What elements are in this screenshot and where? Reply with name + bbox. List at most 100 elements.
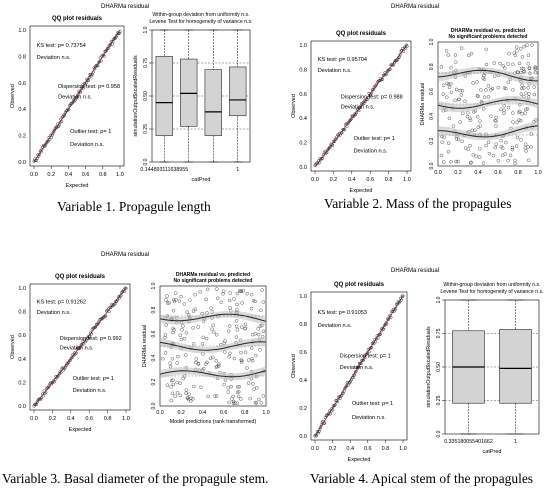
scatter-point <box>212 330 216 335</box>
qq-x-tick-label: 0.4 <box>346 446 354 452</box>
scatter-point <box>504 140 508 145</box>
scatter-title-1: DHARMa residual vs. predicted <box>451 28 525 34</box>
qq-point <box>60 115 64 119</box>
qq-point <box>50 133 54 137</box>
scatter-point <box>257 397 261 402</box>
qq-point <box>370 341 374 345</box>
scatter-point <box>478 146 482 151</box>
qq-point <box>41 394 45 398</box>
qq-point <box>385 322 389 326</box>
scatter-point <box>230 397 234 401</box>
scatter-point <box>516 70 520 75</box>
scatter-point <box>239 397 243 401</box>
scatter-point <box>533 67 537 71</box>
scatter-point <box>186 395 190 400</box>
scatter-point <box>222 382 226 387</box>
scatter-point <box>454 137 459 141</box>
scatter-point <box>493 118 497 123</box>
qq-point <box>327 146 331 150</box>
qq-y-tick-label: 0.6 <box>299 350 307 356</box>
qq-point <box>117 31 121 35</box>
scatter-point <box>530 43 534 47</box>
scatter-point <box>454 60 458 64</box>
scatter-point <box>468 116 472 120</box>
qq-point <box>400 48 404 52</box>
qq-point <box>339 394 343 398</box>
qq-point <box>375 82 379 86</box>
scatter-point <box>205 287 210 292</box>
scatter-point <box>178 381 182 385</box>
qq-point <box>398 300 402 304</box>
scatter-point <box>527 66 532 71</box>
scatter-point <box>249 306 254 311</box>
qq-point <box>37 154 41 158</box>
qq-point <box>83 338 87 342</box>
scatter-point <box>235 390 240 395</box>
qq-point <box>109 305 113 310</box>
scatter-point <box>519 138 523 142</box>
scatter-point <box>175 391 180 395</box>
scatter-point <box>524 149 528 153</box>
scatter-y-label: DHARMa residual <box>420 83 426 125</box>
box-body <box>180 58 198 127</box>
scatter-point <box>494 142 498 146</box>
scatter-point <box>527 92 531 96</box>
qq-x-tick-label: 0.0 <box>311 446 319 452</box>
qq-point <box>374 337 378 341</box>
scatter-point <box>204 297 208 302</box>
qq-point <box>108 42 113 46</box>
qq-annotation: Deviation n.s. <box>37 55 71 61</box>
scatter-point <box>261 394 266 398</box>
scatter-point <box>169 385 173 389</box>
qq-point <box>378 332 382 336</box>
box-y-tick-label: 0.0 <box>436 430 442 437</box>
box-x-tick-label: 1 <box>236 167 239 173</box>
qq-frame <box>29 283 131 411</box>
scatter-point <box>458 88 462 93</box>
qq-x-tick-label: 1.0 <box>116 172 124 178</box>
scatter-point <box>442 135 446 140</box>
scatter-point <box>253 299 257 304</box>
box-y-tick-label: 0.75 <box>436 328 442 338</box>
qq-y-tick-label: 0.8 <box>299 322 307 328</box>
scatter-point <box>468 161 473 165</box>
scatter-point <box>441 92 445 96</box>
qq-y-tick-label: 1.0 <box>299 294 307 300</box>
scatter-point <box>182 336 187 341</box>
scatter-x-tick-label: 0.2 <box>178 410 185 416</box>
qq-point <box>374 84 378 88</box>
scatter-point <box>174 298 178 302</box>
scatter-y-tick-label: 0.0 <box>151 402 157 409</box>
qq-point <box>398 52 402 56</box>
qq-x-tick-label: 0.0 <box>311 177 319 183</box>
quantile-line <box>437 69 539 82</box>
qq-point <box>354 111 358 115</box>
qq-frame <box>310 291 408 441</box>
scatter-point <box>514 144 519 148</box>
scatter-x-tick-label: 0.0 <box>156 410 163 416</box>
scatter-point <box>479 88 483 92</box>
scatter-y-tick-label: 0.6 <box>151 330 157 337</box>
qq-point <box>364 99 368 103</box>
qq-point <box>323 416 328 420</box>
qq-point <box>63 113 67 117</box>
qq-annotation: Outlier test: p= 1 <box>352 401 393 407</box>
scatter-y-tick-label: 0.6 <box>429 88 435 95</box>
qq-point <box>46 139 50 143</box>
qq-point <box>405 44 409 48</box>
qq-point <box>397 55 401 59</box>
qq-point <box>67 360 71 364</box>
qq-point <box>357 365 361 369</box>
scatter-point <box>506 62 510 66</box>
qq-point <box>330 143 334 147</box>
scatter-point <box>165 301 170 305</box>
qq-point <box>393 308 397 312</box>
qq-point <box>399 298 403 302</box>
qq-frame <box>29 25 125 167</box>
scatter-point <box>179 294 183 299</box>
box-y-tick-label: 0.25 <box>436 395 442 405</box>
scatter-point <box>226 386 231 390</box>
scatter-point <box>519 70 523 75</box>
qq-point <box>386 69 390 73</box>
scatter-point <box>513 158 517 163</box>
